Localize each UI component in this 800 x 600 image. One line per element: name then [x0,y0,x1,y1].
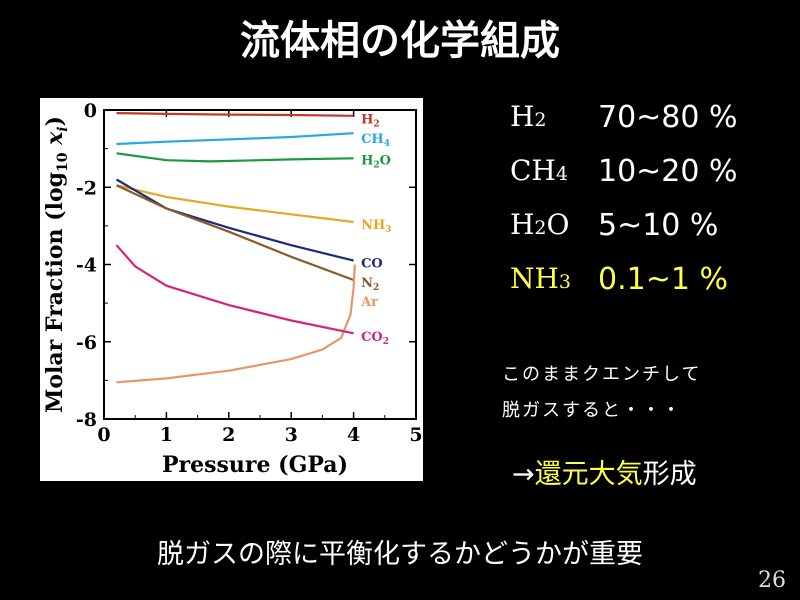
conclusion-text: →還元大気形成 [512,452,697,491]
series-line [116,132,354,146]
x-tick-label: 5 [409,424,422,446]
y-tick-label: 0 [84,100,97,122]
species-label: CH4 [510,154,568,187]
x-axis-label: Pressure (GPa) [162,452,348,478]
series-label: H2 [361,112,380,129]
species-label: H2O [510,208,570,241]
species-label: NH3 [510,262,572,295]
series-line [116,184,354,282]
note-line-2: 脱ガスすると・・・ [502,400,682,421]
species-label: H2 [510,100,547,133]
x-tick-label: 4 [347,424,360,446]
series-label: NH3 [361,218,391,235]
series-label: H2O [361,153,391,170]
conclusion-rest: 形成 [642,459,697,490]
series-label: Ar [360,295,378,310]
note-line-1: このままクエンチして [502,364,702,385]
conclusion-highlight: 還元大気 [534,459,643,490]
y-tick-label: -2 [76,177,97,199]
y-tick-label: -6 [76,332,97,354]
phase-composition-chart: 0 1 2 3 4 5 0 -2 -4 -6 -8 Pressure (GPa) Molar Fract… [40,98,423,481]
series-label: CO [361,257,383,272]
x-tick-label: 2 [222,424,235,446]
species-value: 10~20 % [598,154,738,189]
series-line [116,152,354,163]
series-line [116,184,354,224]
x-tick-label: 0 [97,424,110,446]
x-tick-label: 1 [160,424,173,446]
page-number: 26 [758,568,786,593]
arrow-icon: → [512,459,535,490]
series-label: N2 [361,276,379,293]
x-tick-label: 3 [285,424,298,446]
species-value: 5~10 % [598,208,719,243]
slide-title: 流体相の化学組成 [240,18,560,64]
bottom-statement: 脱ガスの際に平衡化するかどうかが重要 [157,539,643,570]
series-line [116,112,354,117]
y-tick-label: -4 [76,255,97,277]
series-label: CH4 [361,132,390,149]
chart-svg: 0 1 2 3 4 5 0 -2 -4 -6 -8 Pressure (GPa) Molar Fract… [42,100,423,478]
series-line [115,178,354,262]
species-value: 70~80 % [598,100,738,135]
y-tick-label: -8 [76,409,97,431]
series-line [116,264,356,384]
species-value: 0.1~1 % [598,262,728,297]
series-line [115,244,354,335]
y-axis-label: Molar Fraction (log10 xi) [42,116,71,413]
series-label: CO2 [361,330,389,347]
